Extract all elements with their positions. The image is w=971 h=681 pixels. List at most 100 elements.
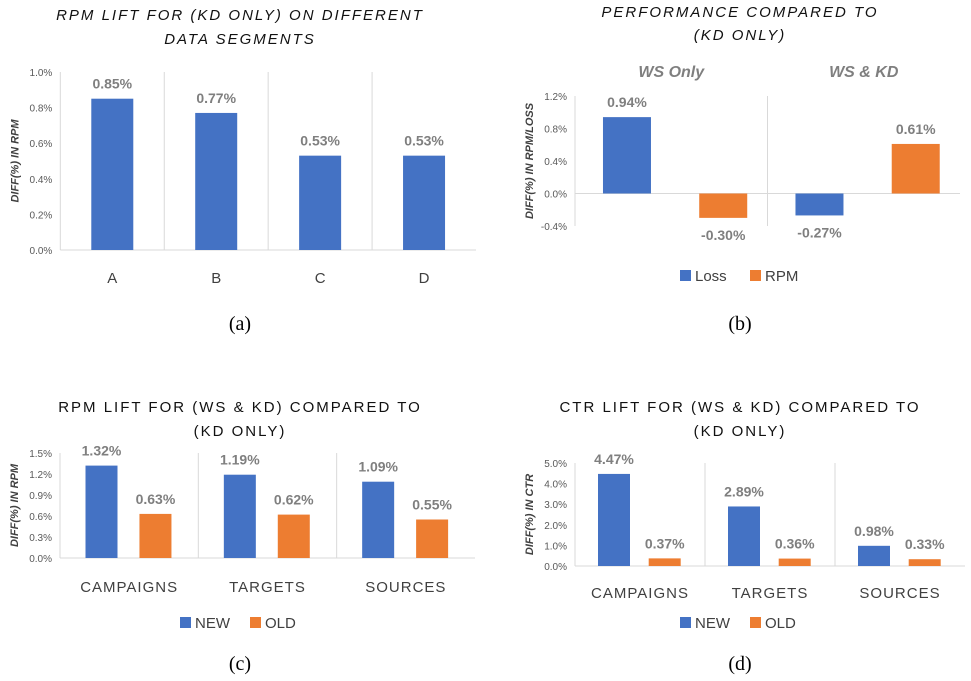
data-label: 0.62%: [274, 492, 314, 508]
data-label: 1.09%: [358, 459, 398, 475]
category-label: CAMPAIGNS: [591, 585, 689, 602]
bar: [223, 474, 256, 558]
bar: [85, 465, 118, 558]
y-tick-label: 0.8%: [30, 104, 53, 115]
caption: (d): [728, 653, 751, 675]
y-tick-label: 0.3%: [29, 533, 52, 544]
data-label: 2.89%: [724, 483, 764, 499]
y-tick-label: 0.4%: [544, 157, 567, 168]
chart-title: PERFORMANCE COMPARED TO: [601, 4, 878, 21]
bar: [908, 559, 941, 566]
bar: [362, 481, 395, 558]
bar: [139, 513, 172, 558]
data-label: 1.32%: [82, 443, 122, 459]
data-label: 0.33%: [905, 536, 945, 552]
y-axis-label: DIFF(%) IN CTR: [524, 474, 536, 555]
y-tick-label: -0.4%: [541, 222, 567, 233]
category-label: B: [211, 270, 221, 287]
chart-title: DATA SEGMENTS: [164, 31, 316, 48]
y-tick-label: 5.0%: [544, 459, 567, 470]
chart-a: RPM LIFT FOR (KD ONLY) ON DIFFERENT DATA …: [9, 7, 476, 335]
y-tick-label: 0.6%: [29, 512, 52, 523]
chart-title: RPM LIFT FOR (KD ONLY) ON DIFFERENT: [56, 7, 424, 24]
legend-label: RPM: [765, 268, 798, 285]
category-label: SOURCES: [365, 579, 446, 596]
data-label: -0.27%: [797, 224, 842, 240]
bar: [728, 506, 760, 566]
y-tick-label: 0.0%: [544, 562, 567, 573]
bar: [891, 143, 940, 194]
legend-label: Loss: [695, 268, 727, 285]
category-label: WS & KD: [829, 64, 899, 81]
bar: [416, 519, 449, 558]
y-tick-label: 3.0%: [544, 500, 567, 511]
data-label: 0.55%: [412, 497, 452, 513]
bar: [598, 473, 630, 566]
y-tick-label: 1.2%: [29, 470, 52, 481]
chart-b: PERFORMANCE COMPARED TO (KD ONLY) -0.4% 0.0…: [524, 4, 960, 335]
chart-title: (KD ONLY): [694, 423, 787, 440]
legend-label: OLD: [265, 615, 296, 632]
chart-title: RPM LIFT FOR (WS & KD) COMPARED TO: [58, 399, 422, 416]
legend-swatch: [250, 617, 261, 628]
y-axis-label: DIFF(%) IN RPM/LOSS: [524, 102, 536, 219]
bar: [699, 193, 748, 218]
legend-swatch: [750, 617, 761, 628]
caption: (b): [728, 313, 751, 335]
data-label: 0.61%: [896, 121, 936, 137]
bar: [91, 98, 134, 250]
y-tick-label: 4.0%: [544, 480, 567, 491]
data-label: 0.37%: [645, 535, 685, 551]
data-label: 0.63%: [136, 491, 176, 507]
data-label: 0.94%: [607, 94, 647, 110]
data-label: 0.36%: [775, 536, 815, 552]
bar: [778, 558, 811, 566]
data-label: 0.85%: [92, 76, 132, 92]
category-label: A: [107, 270, 117, 287]
data-label: 0.77%: [196, 90, 236, 106]
y-tick-label: 0.8%: [544, 125, 567, 136]
category-label: SOURCES: [859, 585, 940, 602]
category-label: CAMPAIGNS: [80, 579, 178, 596]
y-tick-label: 1.0%: [30, 68, 53, 79]
data-label: 1.19%: [220, 452, 260, 468]
chart-d: CTR LIFT FOR (WS & KD) COMPARED TO (KD ON…: [524, 399, 965, 675]
chart-title: (KD ONLY): [694, 27, 786, 44]
data-label: 0.53%: [404, 133, 444, 149]
legend-swatch: [680, 270, 691, 281]
bar: [403, 155, 446, 250]
data-label: 0.53%: [300, 133, 340, 149]
category-label: TARGETS: [732, 585, 809, 602]
y-axis-label: DIFF(%) IN RPM: [9, 119, 21, 203]
caption: (c): [229, 653, 251, 675]
y-tick-label: 1.5%: [29, 449, 52, 460]
bar: [299, 155, 342, 250]
bar: [277, 514, 310, 558]
y-tick-label: 0.0%: [544, 190, 567, 201]
category-label: D: [419, 270, 430, 287]
legend-swatch: [680, 617, 691, 628]
y-tick-label: 1.2%: [544, 92, 567, 103]
y-tick-label: 0.0%: [30, 246, 53, 257]
legend-swatch: [180, 617, 191, 628]
data-label: 0.98%: [854, 523, 894, 539]
legend-label: NEW: [695, 615, 731, 632]
y-tick-label: 0.2%: [30, 210, 53, 221]
y-axis-label: DIFF(%) IN RPM: [9, 463, 21, 547]
caption: (a): [229, 313, 251, 335]
data-label: -0.30%: [701, 227, 746, 243]
y-tick-label: 2.0%: [544, 521, 567, 532]
category-label: C: [315, 270, 326, 287]
bar: [195, 112, 238, 250]
category-label: TARGETS: [229, 579, 306, 596]
chart-title: CTR LIFT FOR (WS & KD) COMPARED TO: [559, 399, 920, 416]
legend-swatch: [750, 270, 761, 281]
chart-c: RPM LIFT FOR (WS & KD) COMPARED TO (KD ON…: [9, 399, 475, 675]
y-tick-label: 0.6%: [30, 139, 53, 150]
bar: [795, 193, 844, 216]
y-tick-label: 0.0%: [29, 554, 52, 565]
category-label: WS Only: [638, 64, 705, 81]
y-tick-label: 0.9%: [29, 491, 52, 502]
bar: [648, 558, 681, 566]
